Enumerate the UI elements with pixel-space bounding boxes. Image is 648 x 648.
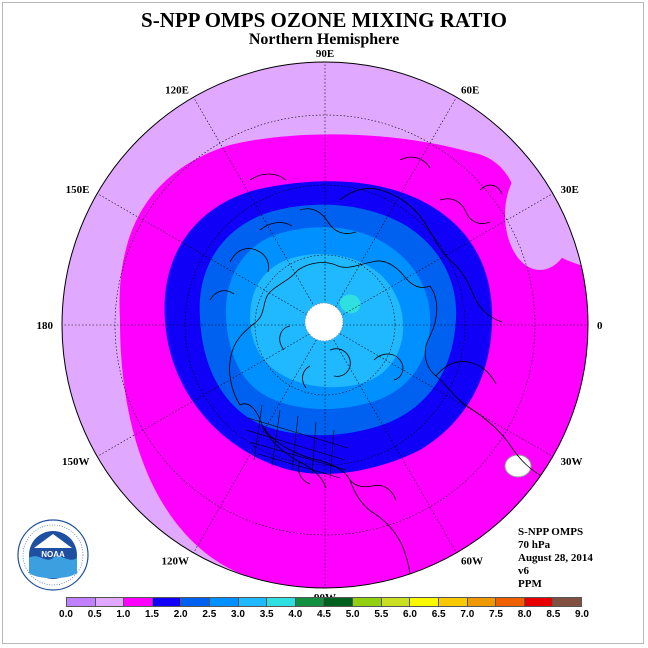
date-label: August 28, 2014 — [518, 552, 593, 564]
color-scale-tick: 8.0 — [517, 609, 532, 620]
version-label: v6 — [518, 565, 529, 577]
longitude-label: 60W — [461, 556, 483, 568]
latitude-circle — [184, 184, 466, 466]
noaa-logo: NOAA — [17, 519, 89, 591]
color-scale-tick: 6.5 — [431, 609, 446, 620]
coastlines — [209, 156, 546, 588]
color-scale-tick: 7.5 — [489, 609, 503, 620]
units-label: PPM — [518, 578, 542, 590]
color-swatch — [496, 598, 525, 606]
color-swatch — [324, 598, 354, 606]
color-swatch — [438, 598, 468, 606]
color-swatch — [381, 598, 411, 606]
color-scale-tick: 4.5 — [317, 609, 331, 620]
latitude-circle — [254, 254, 396, 396]
color-scale-tick: 4.0 — [288, 609, 303, 620]
page-title: S-NPP OMPS OZONE MIXING RATIO — [141, 8, 507, 32]
latitude-circle — [114, 114, 536, 536]
color-swatch — [210, 598, 239, 606]
color-scale-bar — [66, 597, 582, 607]
info-block: S-NPP OMPS 70 hPa August 28, 2014 v6 PPM — [518, 526, 593, 591]
color-swatch — [467, 598, 497, 606]
color-scale-tick: 2.5 — [202, 609, 217, 620]
color-swatch — [124, 598, 153, 606]
color-swatch — [152, 598, 182, 606]
longitude-label: 150E — [66, 184, 90, 196]
color-scale-tick: 6.0 — [403, 609, 417, 620]
pole-no-data — [304, 302, 344, 342]
ozone-band-3-5-4-0 — [339, 294, 361, 314]
graticule — [62, 62, 588, 588]
us-state-lines — [245, 404, 349, 479]
color-scale-tick-labels: 0.0 0.5 1.0 1.5 2.0 2.5 3.0 3.5 4.0 4.5 5.0 5.5 6.0 6… — [0, 609, 648, 623]
color-scale-tick: 3.5 — [259, 609, 274, 620]
color-swatch — [238, 598, 268, 606]
logo-text: NOAA — [41, 550, 65, 559]
color-swatch — [353, 598, 382, 606]
color-scale-tick: 5.5 — [374, 609, 389, 620]
color-scale-tick: 8.5 — [546, 609, 561, 620]
map-border — [61, 61, 589, 589]
color-scale-tick: 1.5 — [145, 609, 159, 620]
longitude-label: 30W — [561, 456, 583, 468]
color-scale-tick: 0.0 — [59, 609, 73, 620]
longitude-label: 120W — [162, 556, 190, 568]
color-swatch — [95, 598, 125, 606]
no-data-patch — [505, 160, 575, 270]
color-scale-tick: 2.0 — [173, 609, 188, 620]
no-data-patch — [504, 454, 532, 478]
color-swatch — [524, 598, 554, 606]
longitude-label: 0 — [597, 320, 603, 332]
color-scale-tick: 7.0 — [460, 609, 475, 620]
color-swatch — [410, 598, 439, 606]
color-scale-tick: 5.0 — [345, 609, 360, 620]
longitude-label: 60E — [461, 84, 479, 96]
color-swatch — [295, 598, 325, 606]
longitude-label: 30E — [561, 184, 579, 196]
longitude-label: 120E — [165, 84, 189, 96]
instrument-label: S-NPP OMPS — [518, 526, 584, 538]
color-scale-tick: 1.0 — [116, 609, 131, 620]
page-subtitle: Northern Hemisphere — [248, 31, 400, 48]
color-scale-tick: 9.0 — [575, 609, 589, 620]
color-swatch — [67, 598, 96, 606]
color-swatch — [267, 598, 296, 606]
longitude-label: 180 — [37, 320, 54, 332]
color-scale-tick: 0.5 — [87, 609, 102, 620]
color-scale-tick: 3.0 — [231, 609, 245, 620]
longitude-label: 150W — [62, 456, 90, 468]
color-swatch — [553, 598, 581, 606]
longitude-label: 90E — [316, 48, 334, 60]
color-swatch — [181, 598, 211, 606]
pressure-level-label: 70 hPa — [518, 539, 551, 551]
